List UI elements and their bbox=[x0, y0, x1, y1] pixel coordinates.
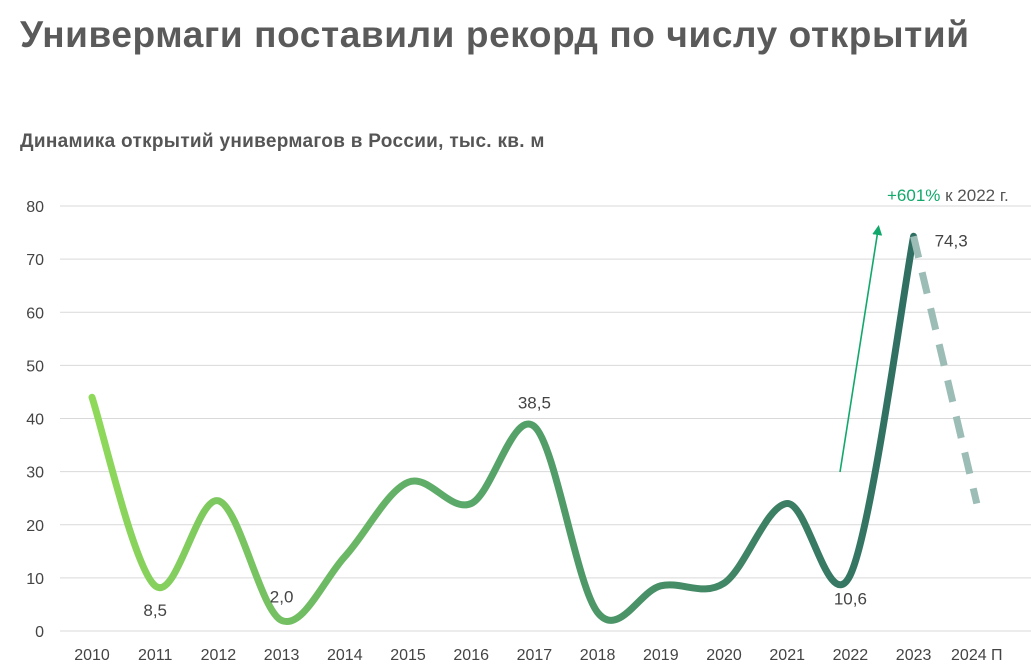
x-tick-label: 2011 bbox=[138, 647, 173, 664]
growth-annotation-pct: +601% bbox=[887, 186, 940, 205]
x-tick-label: 2013 bbox=[264, 647, 300, 664]
x-tick-label: 2015 bbox=[390, 647, 426, 664]
x-tick-label: 2023 bbox=[896, 647, 932, 664]
growth-arrow bbox=[839, 225, 883, 473]
y-axis-ticks: 0 10 20 30 40 50 60 70 80 bbox=[26, 199, 44, 641]
x-tick-label: 2020 bbox=[706, 647, 742, 664]
growth-annotation: +601% к 2022 г. bbox=[839, 186, 1009, 473]
growth-annotation-rest: к 2022 г. bbox=[940, 186, 1008, 205]
y-tick-label: 60 bbox=[26, 305, 44, 322]
x-tick-label: 2021 bbox=[769, 647, 805, 664]
y-tick-label: 30 bbox=[26, 465, 44, 482]
y-tick-label: 80 bbox=[26, 199, 44, 216]
x-tick-label: 2016 bbox=[453, 647, 489, 664]
x-tick-label: 2022 bbox=[833, 647, 869, 664]
y-tick-label: 0 bbox=[35, 624, 44, 641]
y-tick-label: 10 bbox=[26, 571, 44, 588]
data-labels: 8,5 2,0 38,5 10,6 74,3 bbox=[143, 231, 967, 620]
series-line-forecast bbox=[910, 235, 981, 505]
page-headline: Универмаги поставили рекорд по числу отк… bbox=[20, 14, 970, 55]
growth-annotation-text: +601% к 2022 г. bbox=[887, 186, 1009, 205]
x-tick-label: 2019 bbox=[643, 647, 679, 664]
x-tick-label: 2014 bbox=[327, 647, 363, 664]
data-label: 2,0 bbox=[270, 587, 294, 606]
y-tick-label: 20 bbox=[26, 518, 44, 535]
y-tick-label: 70 bbox=[26, 252, 44, 269]
x-tick-label: 2024 П bbox=[951, 647, 1003, 664]
x-tick-label: 2012 bbox=[201, 647, 237, 664]
data-label: 10,6 bbox=[834, 590, 867, 609]
x-tick-label: 2017 bbox=[517, 647, 553, 664]
y-tick-label: 40 bbox=[26, 412, 44, 429]
x-tick-label: 2018 bbox=[580, 647, 616, 664]
data-label: 8,5 bbox=[143, 601, 167, 620]
data-label: 74,3 bbox=[935, 231, 968, 250]
y-tick-label: 50 bbox=[26, 358, 44, 375]
x-axis-ticks: 2010 2011 2012 2013 2014 2015 2016 2017 2018 2019… bbox=[74, 647, 1002, 664]
grid-layer bbox=[60, 205, 1031, 632]
chart-subtitle: Динамика открытий универмагов в России, … bbox=[20, 131, 545, 152]
series-line-actual bbox=[88, 232, 918, 625]
x-tick-label: 2010 bbox=[74, 647, 110, 664]
series-layer bbox=[88, 232, 981, 625]
data-label: 38,5 bbox=[518, 393, 551, 412]
